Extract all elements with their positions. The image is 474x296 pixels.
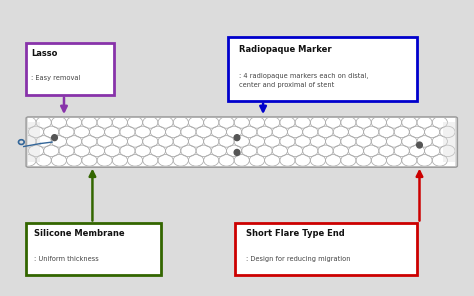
Text: : Design for reducing migration: : Design for reducing migration — [246, 256, 350, 262]
Bar — [443, 122, 455, 162]
Text: Short Flare Type End: Short Flare Type End — [246, 229, 344, 238]
Text: : Uniform thickness: : Uniform thickness — [34, 256, 99, 262]
Ellipse shape — [52, 135, 57, 141]
Text: Lasso: Lasso — [31, 49, 58, 58]
Ellipse shape — [234, 135, 240, 141]
FancyBboxPatch shape — [228, 37, 417, 101]
Bar — [28, 118, 455, 166]
FancyBboxPatch shape — [26, 223, 161, 275]
Bar — [28, 122, 40, 162]
Text: : Easy removal: : Easy removal — [31, 75, 81, 81]
FancyBboxPatch shape — [235, 223, 417, 275]
FancyBboxPatch shape — [26, 43, 114, 95]
Text: : 4 radiopaque markers each on distal,
center and proximal of stent: : 4 radiopaque markers each on distal, c… — [239, 73, 368, 88]
Text: Radiopaque Marker: Radiopaque Marker — [239, 45, 331, 54]
Text: Silicone Membrane: Silicone Membrane — [34, 229, 125, 238]
Ellipse shape — [234, 149, 240, 155]
Ellipse shape — [417, 142, 422, 148]
